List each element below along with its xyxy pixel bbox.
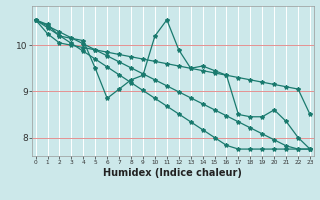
X-axis label: Humidex (Indice chaleur): Humidex (Indice chaleur) xyxy=(103,168,242,178)
